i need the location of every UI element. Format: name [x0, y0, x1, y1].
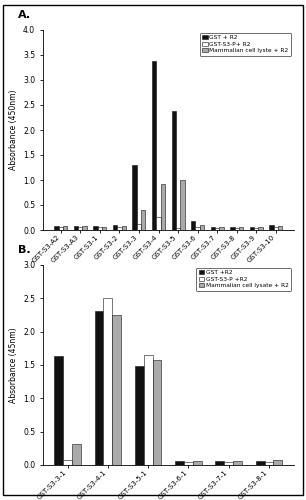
Bar	[78, 226, 82, 230]
Bar	[224, 462, 233, 465]
Bar	[121, 226, 126, 230]
Bar	[93, 226, 98, 230]
Bar	[113, 225, 117, 230]
Bar	[265, 462, 274, 465]
Bar	[82, 226, 87, 230]
Bar	[137, 224, 141, 230]
X-axis label: Peptides: Peptides	[147, 270, 189, 278]
Bar	[58, 226, 63, 230]
Bar	[278, 226, 282, 230]
Bar	[54, 226, 58, 230]
Bar	[95, 311, 103, 465]
Bar	[135, 366, 144, 465]
Y-axis label: Absorbance (450nm): Absorbance (450nm)	[9, 90, 17, 170]
Bar	[274, 460, 282, 465]
Bar	[175, 461, 184, 465]
Bar	[176, 228, 180, 230]
Bar	[102, 226, 106, 230]
Bar	[230, 226, 235, 230]
Bar	[191, 221, 196, 230]
Bar	[72, 444, 81, 465]
Bar	[235, 228, 239, 230]
Bar	[239, 226, 243, 230]
Bar	[180, 180, 185, 230]
Text: A.: A.	[18, 10, 31, 20]
Bar	[259, 227, 263, 230]
Bar	[103, 298, 112, 465]
Bar	[117, 226, 121, 230]
Bar	[161, 184, 165, 230]
Bar	[144, 355, 153, 465]
Bar	[54, 356, 63, 465]
Text: B.: B.	[18, 245, 30, 255]
Bar	[153, 360, 162, 465]
Bar	[254, 228, 259, 230]
Legend: GST + R2, GST-S3-P+ R2, Mammalian cell lyste + R2: GST + R2, GST-S3-P+ R2, Mammalian cell l…	[200, 33, 291, 56]
Bar	[132, 165, 137, 230]
Bar	[112, 315, 121, 465]
Bar	[63, 226, 67, 230]
Bar	[274, 227, 278, 230]
Bar	[156, 216, 161, 230]
Bar	[270, 225, 274, 230]
Legend: GST +R2, GST-S3-P +R2, Mammalian cell lysate + R2: GST +R2, GST-S3-P +R2, Mammalian cell ly…	[196, 268, 291, 290]
Bar	[215, 228, 219, 230]
Bar	[74, 226, 78, 230]
Bar	[193, 461, 202, 465]
Bar	[152, 61, 156, 230]
Bar	[200, 224, 204, 230]
Bar	[219, 227, 224, 230]
Bar	[98, 227, 102, 230]
Bar	[211, 226, 215, 230]
Bar	[141, 210, 145, 230]
Bar	[256, 461, 265, 465]
Bar	[196, 226, 200, 230]
Bar	[63, 460, 72, 465]
Y-axis label: Absorbance (45nm): Absorbance (45nm)	[9, 327, 17, 403]
Bar	[250, 227, 254, 230]
Bar	[215, 461, 224, 465]
Bar	[184, 462, 193, 465]
Bar	[233, 461, 242, 465]
Bar	[172, 111, 176, 230]
